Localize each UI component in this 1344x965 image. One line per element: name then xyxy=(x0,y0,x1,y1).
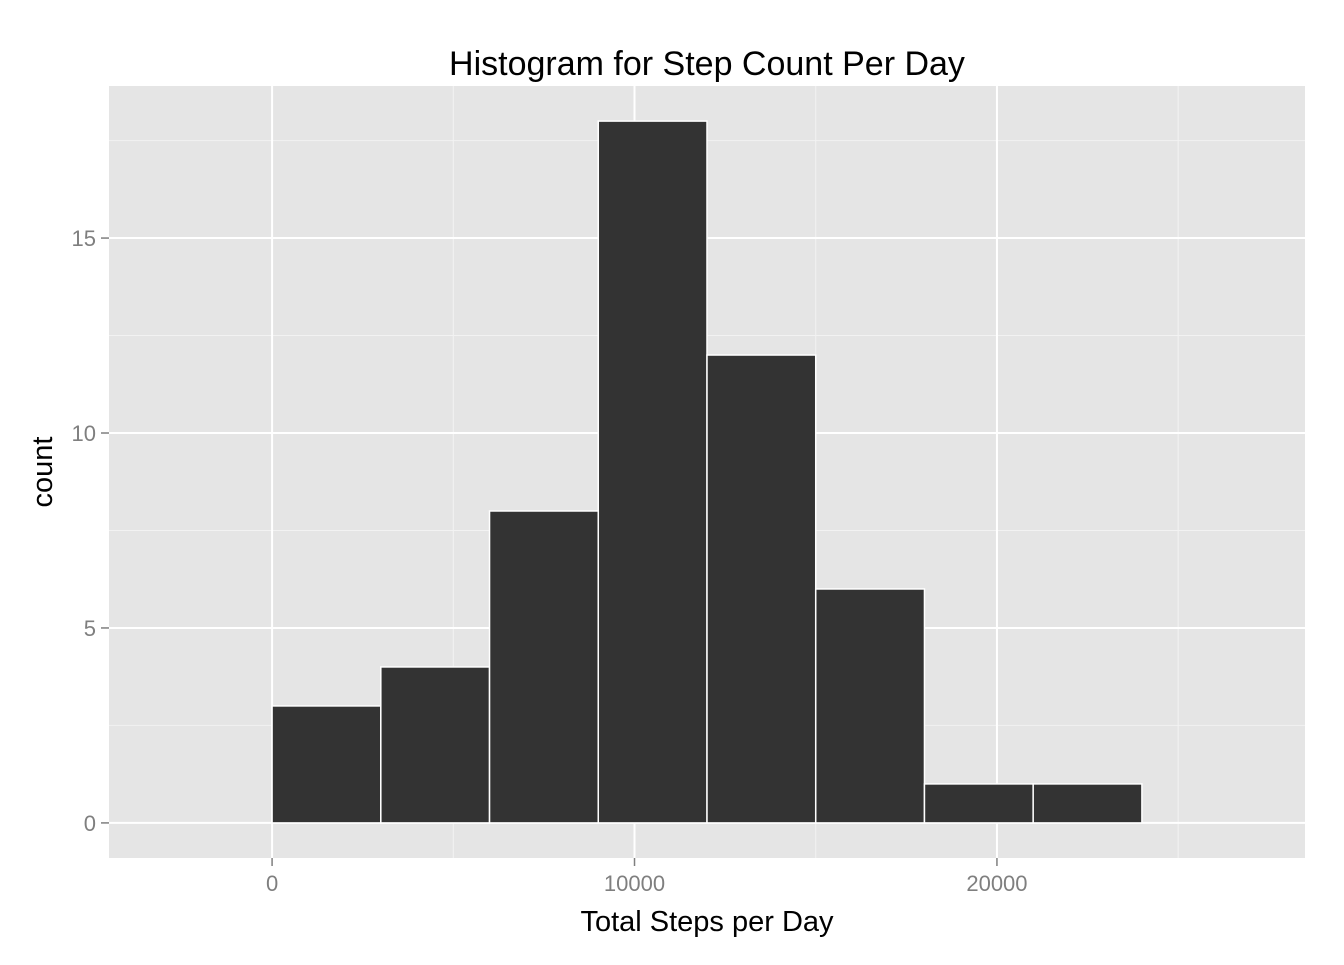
histogram-bar-4 xyxy=(597,120,708,824)
x-axis: 0 10000 20000 xyxy=(266,858,1028,896)
histogram-bar-7 xyxy=(923,783,1034,824)
y-axis: 0 5 10 15 xyxy=(72,226,109,836)
x-axis-title: Total Steps per Day xyxy=(580,906,834,938)
histogram-bar-6 xyxy=(814,588,926,824)
x-tick-label: 10000 xyxy=(604,871,665,896)
x-tick-label: 0 xyxy=(266,871,278,896)
y-tick-label: 15 xyxy=(72,226,96,251)
histogram-bar-5 xyxy=(706,354,817,824)
x-tick-label: 20000 xyxy=(966,871,1027,896)
y-axis-title: count xyxy=(27,437,59,508)
chart-title: Histogram for Step Count Per Day xyxy=(449,45,965,83)
histogram-bars xyxy=(271,120,1143,824)
histogram-bar-2 xyxy=(380,666,491,824)
histogram-bar-8 xyxy=(1032,783,1143,824)
y-tick-label: 5 xyxy=(84,616,96,641)
y-tick-label: 0 xyxy=(84,811,96,836)
histogram-bar-3 xyxy=(488,510,600,824)
y-tick-label: 10 xyxy=(72,421,96,446)
histogram-bar-1 xyxy=(271,705,382,824)
